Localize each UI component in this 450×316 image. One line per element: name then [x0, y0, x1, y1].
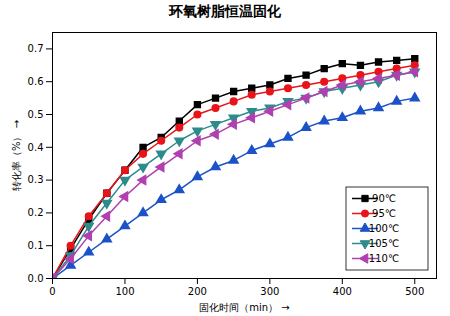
- svg-text:0.2: 0.2: [28, 207, 44, 218]
- svg-text:400: 400: [333, 286, 352, 297]
- svg-text:90℃: 90℃: [372, 193, 396, 204]
- svg-text:0.3: 0.3: [28, 174, 44, 185]
- svg-text:95℃: 95℃: [372, 208, 396, 219]
- svg-text:0.5: 0.5: [28, 109, 44, 120]
- svg-text:200: 200: [188, 286, 207, 297]
- svg-text:固化时间（min） →: 固化时间（min） →: [199, 302, 289, 313]
- svg-text:0.6: 0.6: [28, 76, 44, 87]
- svg-text:0.4: 0.4: [28, 142, 44, 153]
- svg-text:300: 300: [260, 286, 279, 297]
- svg-text:110℃: 110℃: [369, 253, 399, 264]
- svg-text:0.1: 0.1: [28, 240, 44, 251]
- svg-text:0.0: 0.0: [28, 273, 44, 284]
- svg-text:100: 100: [115, 286, 134, 297]
- svg-text:转化率（%） →: 转化率（%） →: [11, 120, 22, 191]
- svg-text:0.7: 0.7: [28, 43, 44, 54]
- svg-text:105℃: 105℃: [369, 238, 399, 249]
- svg-text:500: 500: [405, 286, 424, 297]
- svg-text:0: 0: [49, 286, 55, 297]
- svg-text:100℃: 100℃: [369, 223, 399, 234]
- html-text:环氧树脂恒温固化: 环氧树脂恒温固化: [169, 3, 281, 19]
